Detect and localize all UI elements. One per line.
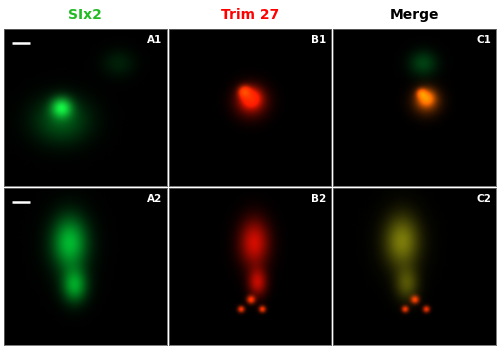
Text: C2: C2 <box>476 194 491 204</box>
Text: B1: B1 <box>311 35 326 45</box>
Text: A2: A2 <box>146 194 162 204</box>
Text: B2: B2 <box>311 194 326 204</box>
Text: A1: A1 <box>146 35 162 45</box>
Text: Trim 27: Trim 27 <box>221 8 279 22</box>
Text: Merge: Merge <box>390 8 440 22</box>
Text: SIx2: SIx2 <box>68 8 102 22</box>
Text: C1: C1 <box>476 35 491 45</box>
